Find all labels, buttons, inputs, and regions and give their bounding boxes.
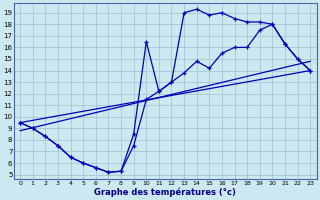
- X-axis label: Graphe des températures (°c): Graphe des températures (°c): [94, 187, 236, 197]
